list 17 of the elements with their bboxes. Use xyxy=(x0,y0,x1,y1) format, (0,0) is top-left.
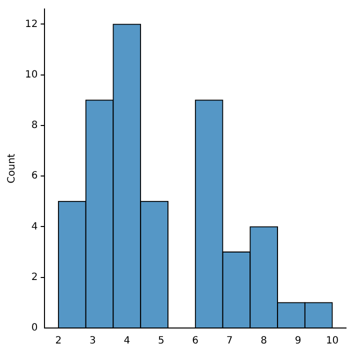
y-tick-label: 4 xyxy=(31,221,38,232)
y-tick-label: 2 xyxy=(31,272,38,283)
x-tick-label: 9 xyxy=(294,336,302,347)
y-tick-label: 10 xyxy=(24,69,38,80)
x-tick-label: 8 xyxy=(260,336,268,347)
y-tick-label: 0 xyxy=(31,322,38,334)
y-tick-label: 12 xyxy=(24,18,38,30)
y-tick-label: 8 xyxy=(31,120,38,132)
x-tick-label: 10 xyxy=(326,336,339,347)
x-tick-label: 5 xyxy=(158,336,164,347)
x-tick-label: 4 xyxy=(124,336,130,347)
x-tick-label: 7 xyxy=(226,336,233,347)
x-tick-label: 2 xyxy=(55,336,62,347)
y-tick-label: 6 xyxy=(31,170,38,182)
y-axis-title: Count xyxy=(6,154,18,184)
x-tick-label: 3 xyxy=(89,336,96,347)
x-tick-label: 6 xyxy=(192,336,199,347)
